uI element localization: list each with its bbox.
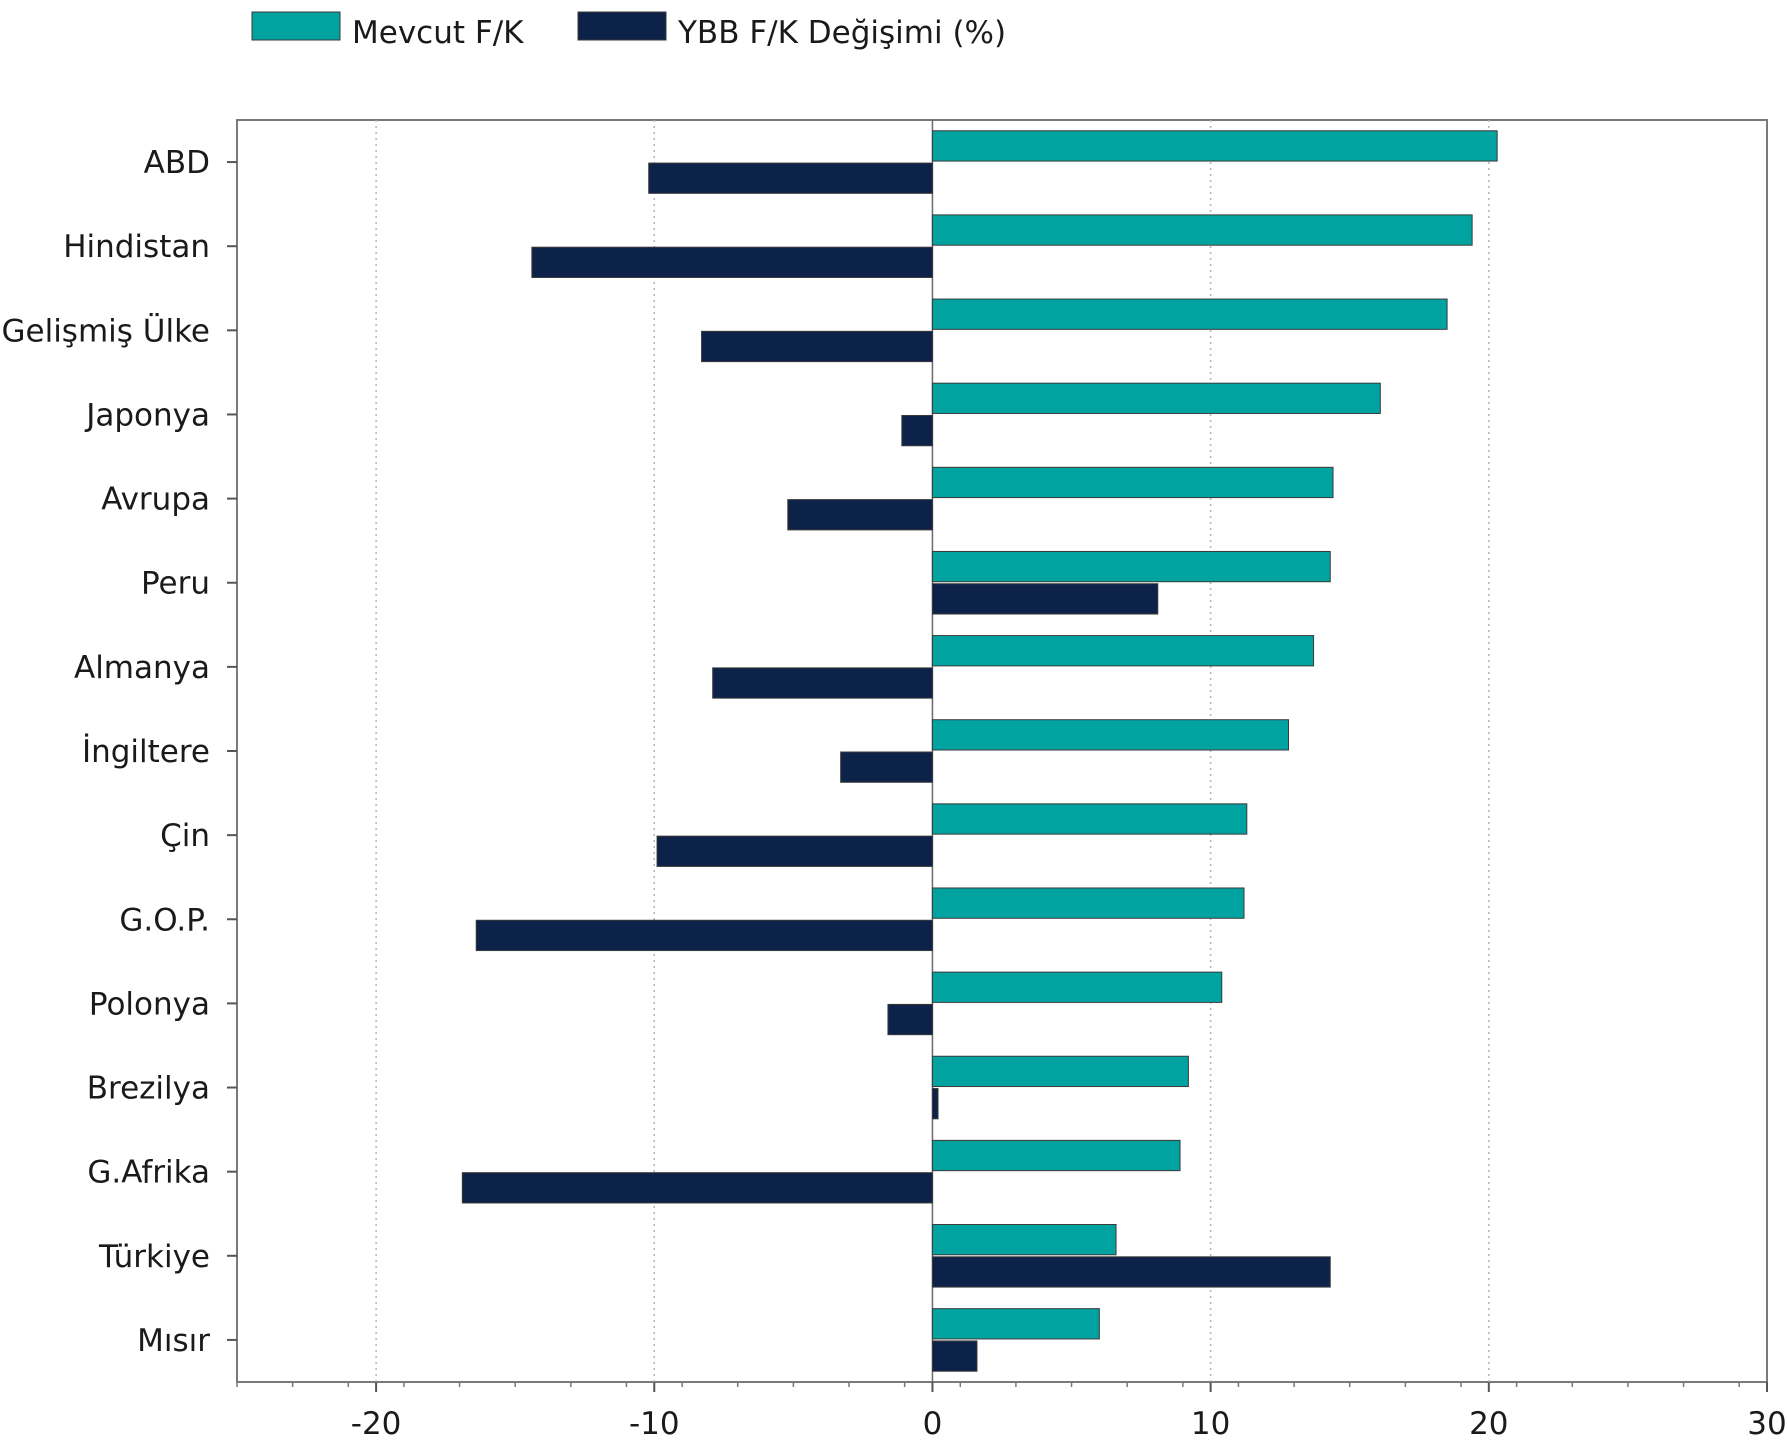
y-tick-label: Çin (160, 818, 210, 854)
x-axis: -20 -10 0 10 20 30 (236, 1382, 1787, 1442)
bar-mevcut-fk (931, 214, 1473, 246)
bar-mevcut-fk (931, 550, 1331, 583)
y-tick-label: İngiltere (82, 734, 210, 770)
bar-mevcut-fk (931, 887, 1245, 919)
bar-ybb-fk-degisimi (931, 1340, 978, 1372)
legend: Mevcut F/K YBB F/K Değişimi (%) (251, 11, 1006, 51)
y-axis: ABD Hindistan Gelişmiş Ülke Japonya Avrupa Pe… (1, 145, 237, 1359)
bar-ybb-fk-degisimi (461, 1172, 933, 1204)
bar-mevcut-fk (931, 635, 1315, 667)
y-tick-label: Gelişmiş Ülke (1, 312, 210, 349)
x-tick-label: 0 (923, 1406, 943, 1442)
bar-mevcut-fk (931, 1139, 1181, 1172)
bar-ybb-fk-degisimi (701, 330, 933, 363)
bar-mevcut-fk (931, 1055, 1189, 1088)
y-tick-label: G.Afrika (87, 1155, 210, 1191)
y-tick-label: G.O.P. (119, 902, 210, 938)
bar-mevcut-fk (931, 466, 1334, 499)
y-tick-label: Türkiye (98, 1239, 210, 1275)
bar-mevcut-fk (931, 298, 1448, 330)
bar-ybb-fk-degisimi (887, 1003, 933, 1036)
y-tick-label: Mısır (137, 1323, 210, 1359)
bar-ybb-fk-degisimi (931, 1256, 1331, 1288)
legend-label: YBB F/K Değişimi (%) (677, 15, 1006, 51)
bar-ybb-fk-degisimi (712, 667, 933, 699)
bar-ybb-fk-degisimi (656, 835, 933, 867)
y-tick-label: Japonya (84, 397, 210, 433)
bar-mevcut-fk (931, 382, 1381, 414)
legend-swatch (577, 11, 667, 41)
y-tick-label: Peru (141, 566, 210, 602)
legend-label: Mevcut F/K (352, 15, 524, 51)
bar-ybb-fk-degisimi (931, 1088, 939, 1120)
bar-ybb-fk-degisimi (931, 583, 1159, 615)
x-tick-label: 30 (1747, 1406, 1786, 1442)
bars (461, 130, 1498, 1372)
legend-swatch (251, 11, 341, 41)
y-tick-label: Polonya (89, 986, 210, 1022)
bar-mevcut-fk (931, 719, 1290, 751)
x-tick-label: 10 (1191, 1406, 1230, 1442)
y-tick-label: Almanya (74, 650, 210, 686)
bar-ybb-fk-degisimi (840, 751, 933, 783)
bar-ybb-fk-degisimi (787, 499, 933, 531)
bar-mevcut-fk (931, 803, 1248, 835)
plot-frame (236, 119, 1768, 1383)
bar-ybb-fk-degisimi (475, 919, 933, 952)
y-tick-label: Hindistan (63, 229, 210, 265)
bar-mevcut-fk (931, 1308, 1100, 1340)
bar-mevcut-fk (931, 1224, 1117, 1256)
grid-lines (375, 120, 1490, 1382)
y-tick-label: Brezilya (87, 1071, 210, 1107)
bar-ybb-fk-degisimi (648, 162, 933, 194)
bar-ybb-fk-degisimi (901, 414, 933, 447)
y-tick-label: Avrupa (101, 482, 210, 518)
bar-ybb-fk-degisimi (531, 246, 933, 278)
bar-mevcut-fk (931, 971, 1223, 1003)
x-tick-label: -20 (351, 1406, 402, 1442)
x-tick-label: -10 (629, 1406, 680, 1442)
bar-mevcut-fk (931, 130, 1498, 162)
x-tick-label: 20 (1469, 1406, 1508, 1442)
y-tick-label: ABD (144, 145, 210, 181)
